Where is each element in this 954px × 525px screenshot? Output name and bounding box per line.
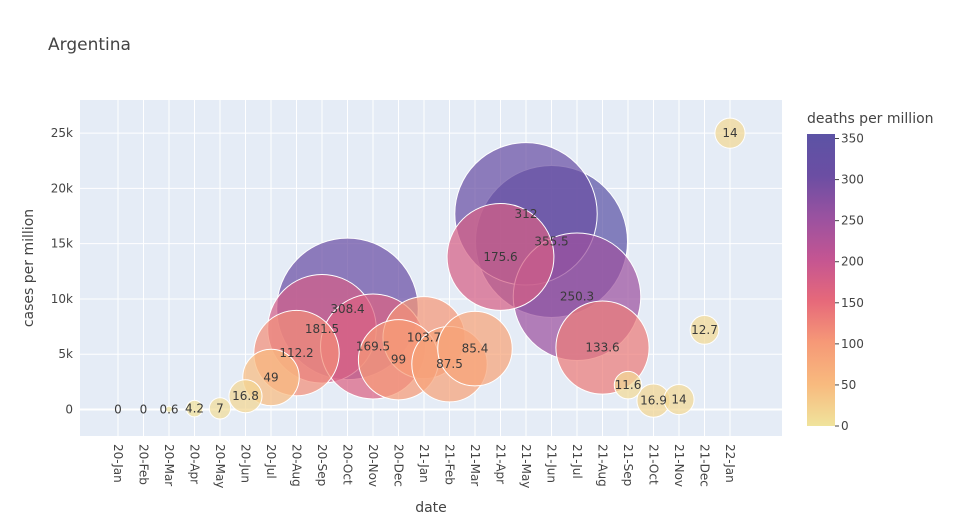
- bubble-20-Mar[interactable]: [165, 405, 173, 413]
- colorbar-tick-label: 300: [841, 173, 864, 187]
- x-tick-label: 21-Nov: [672, 444, 686, 487]
- bubble-label: 12.7: [691, 323, 718, 337]
- x-tick-label: 21-May: [519, 444, 533, 488]
- bubble-21-Aug[interactable]: [555, 300, 650, 395]
- bubble-label: 16.8: [232, 389, 259, 403]
- x-tick-label: 21-Aug: [596, 444, 610, 487]
- bubble-label: 11.6: [615, 378, 642, 392]
- bubble-label: 85.4: [462, 342, 489, 356]
- x-tick-label: 20-Mar: [162, 444, 176, 486]
- x-tick-label: 21-Oct: [647, 444, 661, 485]
- x-tick-label: 21-Mar: [468, 444, 482, 486]
- y-tick-label: 25k: [51, 126, 73, 140]
- bubble-label: 103.7: [407, 331, 441, 345]
- colorbar-tick-label: 0: [841, 419, 849, 433]
- x-tick-label: 20-Dec: [392, 444, 406, 487]
- x-tick-label: 21-Jan: [417, 444, 431, 483]
- x-tick-label: 20-Aug: [290, 444, 304, 487]
- bubble-label: 7: [216, 401, 224, 415]
- colorbar: [807, 134, 835, 426]
- bubble-20-May[interactable]: [208, 397, 232, 420]
- x-tick-label: 20-Feb: [137, 444, 151, 485]
- bubble-label: 169.5: [356, 339, 390, 353]
- x-tick-label: 21-Jun: [545, 444, 559, 483]
- bubble-label: 181.5: [305, 322, 339, 336]
- bubble-label: 175.6: [483, 250, 517, 264]
- bubble-label: 4.2: [185, 402, 204, 416]
- x-tick-label: 22-Jan: [723, 444, 737, 483]
- bubble-21-Dec[interactable]: [689, 315, 720, 345]
- y-tick-label: 0: [65, 402, 73, 416]
- colorbar-tick-label: 350: [841, 132, 864, 146]
- colorbar-tick-label: 200: [841, 255, 864, 269]
- bubble-20-Apr[interactable]: [185, 399, 204, 418]
- y-tick-label: 20k: [51, 181, 73, 195]
- y-tick-label: 10k: [51, 292, 73, 306]
- x-tick-label: 21-Sep: [621, 444, 635, 486]
- bubble-20-Jun[interactable]: [228, 379, 263, 414]
- bubble-label: 312: [515, 207, 538, 221]
- x-tick-label: 20-Apr: [188, 444, 202, 484]
- bubble-label: 250.3: [560, 290, 594, 304]
- bubble-label: 112.2: [279, 346, 313, 360]
- colorbar-tick-label: 250: [841, 214, 864, 228]
- x-tick-label: 20-Nov: [366, 444, 380, 487]
- colorbar-title: deaths per million: [807, 111, 934, 127]
- bubble-21-Nov[interactable]: [663, 383, 695, 416]
- x-tick-label: 20-Jan: [111, 444, 125, 483]
- x-tick-label: 20-Jul: [264, 444, 278, 479]
- x-tick-label: 21-Apr: [494, 444, 508, 484]
- x-tick-label: 21-Jul: [570, 444, 584, 479]
- bubbles: [165, 117, 746, 420]
- bubble-label: 14: [722, 126, 737, 140]
- bubble-label: 87.5: [436, 357, 463, 371]
- colorbar-tick-label: 100: [841, 337, 864, 351]
- bubble-label: 0: [140, 402, 148, 416]
- y-axis-ticks: 0 5k 10k 15k 20k 25k: [51, 126, 73, 416]
- colorbar-ticks: 0 50 100 150 200 250 300 350: [835, 132, 864, 433]
- bubble-label: 99: [391, 353, 406, 367]
- y-axis-title: cases per million: [21, 209, 37, 327]
- bubble-label: 49: [263, 370, 278, 384]
- x-axis-title: date: [415, 500, 447, 516]
- colorbar-tick-label: 150: [841, 296, 864, 310]
- bubble-21-Mar[interactable]: [437, 310, 513, 387]
- chart-title: Argentina: [48, 35, 131, 55]
- x-tick-label: 20-Jun: [239, 444, 253, 483]
- x-tick-label: 20-Oct: [341, 444, 355, 485]
- x-tick-label: 21-Dec: [698, 444, 712, 487]
- x-axis-ticks: 20-Jan 20-Feb 20-Mar 20-Apr 20-May 20-Jun 20-J…: [111, 444, 737, 488]
- bubble-label: 16.9: [640, 394, 667, 408]
- colorbar-tick-label: 50: [841, 378, 856, 392]
- x-tick-label: 21-Feb: [443, 444, 457, 485]
- x-tick-label: 20-Sep: [315, 444, 329, 486]
- bubble-label: 355.5: [534, 234, 568, 248]
- bubble-label: 308.4: [330, 302, 364, 316]
- bubble-21-Apr[interactable]: [446, 203, 555, 311]
- bubble-22-Jan[interactable]: [714, 117, 746, 149]
- bubble-label: 14: [671, 393, 686, 407]
- bubble-label: 0.6: [159, 402, 178, 416]
- bubble-21-Sep[interactable]: [613, 370, 643, 400]
- x-tick-label: 20-May: [213, 444, 227, 488]
- bubble-label: 0: [114, 402, 122, 416]
- bubble-label: 133.6: [585, 341, 619, 355]
- y-tick-label: 15k: [51, 237, 73, 251]
- y-tick-label: 5k: [58, 347, 73, 361]
